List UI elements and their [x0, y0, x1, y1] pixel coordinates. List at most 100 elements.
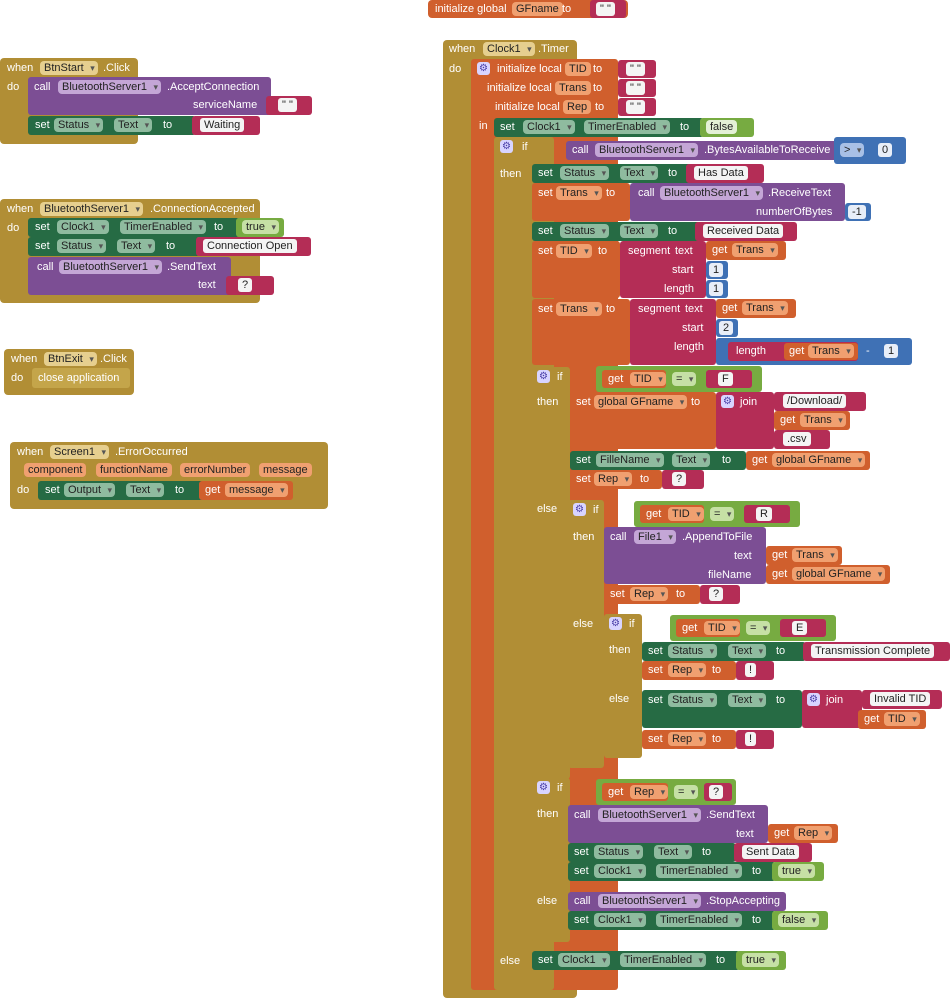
clock-dropdown[interactable]: Clock1 — [523, 120, 575, 134]
bool-dropdown[interactable]: false — [778, 913, 820, 927]
get-trans[interactable]: get Trans — [784, 343, 858, 360]
component-dropdown[interactable]: BtnStart — [40, 61, 98, 75]
bytes-available-call[interactable]: call BluetoothServer1 .BytesAvailableToR… — [566, 141, 842, 160]
btnexit-click-event[interactable]: when BtnExit .Click do close application — [4, 349, 134, 395]
accept-connection-call[interactable]: call BluetoothServer1 .AcceptConnection … — [28, 77, 271, 115]
set-global-gfname[interactable]: set global GFname to — [570, 392, 716, 449]
false-value[interactable]: false — [772, 911, 828, 930]
var-dropdown[interactable]: global GFname — [594, 395, 688, 409]
server-dropdown[interactable]: BluetoothServer1 — [595, 143, 698, 157]
prop-dropdown[interactable]: TimerEnabled — [620, 953, 707, 967]
prop-dropdown[interactable]: Text — [672, 453, 711, 467]
var-dropdown[interactable]: message — [225, 483, 288, 497]
local-var-rep[interactable]: Rep — [563, 100, 592, 114]
operator-dropdown[interactable]: = — [746, 621, 771, 635]
var-dropdown[interactable]: global GFname — [772, 453, 866, 467]
question-string[interactable]: ? — [700, 585, 740, 604]
bang-string[interactable]: ! — [736, 730, 774, 749]
var-dropdown[interactable]: TID — [668, 507, 704, 521]
set-status-has-data[interactable]: set Status Text to — [532, 164, 716, 183]
server-dropdown[interactable]: BluetoothServer1 — [660, 186, 763, 200]
start-one[interactable]: 1 — [706, 261, 728, 279]
bool-dropdown[interactable]: true — [742, 953, 779, 967]
tid-init-value[interactable]: " " — [618, 60, 656, 78]
compare-gt-block[interactable]: > 0 — [834, 137, 906, 164]
prop-dropdown[interactable]: Text — [620, 224, 659, 238]
set-output-text[interactable]: set Output Text to — [38, 481, 204, 500]
global-init-block[interactable]: initialize global GFname to " " — [428, 0, 628, 18]
set-status-text[interactable]: set Status Text to — [28, 116, 196, 135]
join-block[interactable]: ⚙ join — [716, 392, 774, 449]
mutator-gear-icon[interactable]: ⚙ — [500, 140, 513, 153]
invalid-tid-string[interactable]: Invalid TID — [862, 690, 942, 709]
prop-dropdown[interactable]: Text — [114, 118, 153, 132]
if-tid-e-block[interactable]: ⚙ if then else — [604, 614, 642, 758]
prop-dropdown[interactable]: Text — [126, 483, 165, 497]
if-tid-f-block[interactable]: ⚙ if then else — [532, 367, 570, 779]
length-one[interactable]: 1 — [706, 280, 728, 298]
operator-dropdown[interactable]: = — [710, 507, 735, 521]
var-dropdown[interactable]: TID — [556, 244, 592, 258]
get-trans[interactable]: get Trans — [716, 299, 796, 318]
compare-eq-block[interactable]: get TID = F — [596, 366, 762, 392]
param-functionname[interactable]: functionName — [96, 463, 172, 477]
true-value[interactable]: true — [772, 862, 824, 881]
trans-init-value[interactable]: " " — [618, 79, 656, 97]
mutator-gear-icon[interactable]: ⚙ — [477, 62, 490, 75]
start-two[interactable]: 2 — [716, 319, 738, 337]
set-status-received[interactable]: set Status Text to — [532, 222, 706, 241]
receive-text-call[interactable]: call BluetoothServer1 .ReceiveText numbe… — [630, 183, 845, 221]
param-errornumber[interactable]: errorNumber — [180, 463, 251, 477]
clock-dropdown[interactable]: Clock1 — [594, 913, 646, 927]
var-dropdown[interactable]: Trans — [800, 413, 846, 427]
has-data-string[interactable]: Has Data — [686, 164, 764, 183]
global-var-name[interactable]: GFname — [512, 2, 563, 16]
var-dropdown[interactable]: Trans — [808, 344, 854, 358]
var-dropdown[interactable]: Trans — [556, 186, 602, 200]
e-string[interactable]: E — [780, 619, 826, 637]
true-value[interactable]: true — [236, 218, 284, 237]
server-dropdown[interactable]: BluetoothServer1 — [59, 260, 162, 274]
get-tid[interactable]: get TID — [676, 619, 740, 637]
prop-dropdown[interactable]: Text — [117, 239, 156, 253]
set-status-invalid[interactable]: set Status Text to — [642, 690, 802, 728]
set-rep-bang[interactable]: set Rep to — [642, 730, 736, 749]
bang-string[interactable]: ! — [736, 661, 774, 680]
operator-dropdown[interactable]: > — [840, 143, 865, 157]
question-string[interactable]: ? — [704, 783, 732, 801]
send-text-call[interactable]: call BluetoothServer1 .SendText text — [28, 257, 231, 295]
question-string[interactable]: ? — [662, 470, 704, 489]
false-value[interactable]: false — [700, 118, 754, 137]
mutator-gear-icon[interactable]: ⚙ — [537, 781, 550, 794]
set-status-complete[interactable]: set Status Text to — [642, 642, 806, 661]
mutator-gear-icon[interactable]: ⚙ — [573, 503, 586, 516]
var-dropdown[interactable]: Rep — [630, 587, 669, 601]
csv-string[interactable]: .csv — [774, 430, 830, 449]
component-dropdown[interactable]: BluetoothServer1 — [40, 202, 143, 216]
var-dropdown[interactable]: TID — [884, 712, 920, 726]
get-tid[interactable]: get TID — [858, 710, 926, 729]
param-component[interactable]: component — [24, 463, 87, 477]
var-dropdown[interactable]: Rep — [630, 785, 669, 799]
r-string[interactable]: R — [744, 505, 790, 523]
get-rep[interactable]: get Rep — [768, 824, 838, 843]
subtract-block[interactable]: length get Trans - 1 — [716, 338, 912, 365]
send-text-call[interactable]: call BluetoothServer1 .SendText text — [568, 805, 768, 843]
target-dropdown[interactable]: FilleName — [596, 453, 664, 467]
get-message[interactable]: get message — [199, 481, 293, 500]
get-trans[interactable]: get Trans — [766, 546, 842, 565]
connection-open-string[interactable]: Connection Open — [196, 237, 311, 256]
set-timer-enabled[interactable]: set Clock1 TimerEnabled to — [28, 218, 240, 237]
target-dropdown[interactable]: Status — [560, 166, 610, 180]
clock-dropdown[interactable]: Clock1 — [594, 864, 646, 878]
segment-tid-block[interactable]: segment text start length — [620, 241, 706, 298]
prop-dropdown[interactable]: Text — [728, 644, 767, 658]
bool-dropdown[interactable]: true — [242, 220, 279, 234]
set-rep-q[interactable]: set Rep to — [570, 470, 662, 489]
var-dropdown[interactable]: TID — [704, 621, 740, 635]
server-dropdown[interactable]: BluetoothServer1 — [598, 894, 701, 908]
compare-eq-block[interactable]: get TID = E — [670, 615, 836, 641]
if-tid-r-block[interactable]: ⚙ if then else — [568, 500, 604, 768]
mutator-gear-icon[interactable]: ⚙ — [807, 693, 820, 706]
get-tid[interactable]: get TID — [602, 370, 666, 388]
